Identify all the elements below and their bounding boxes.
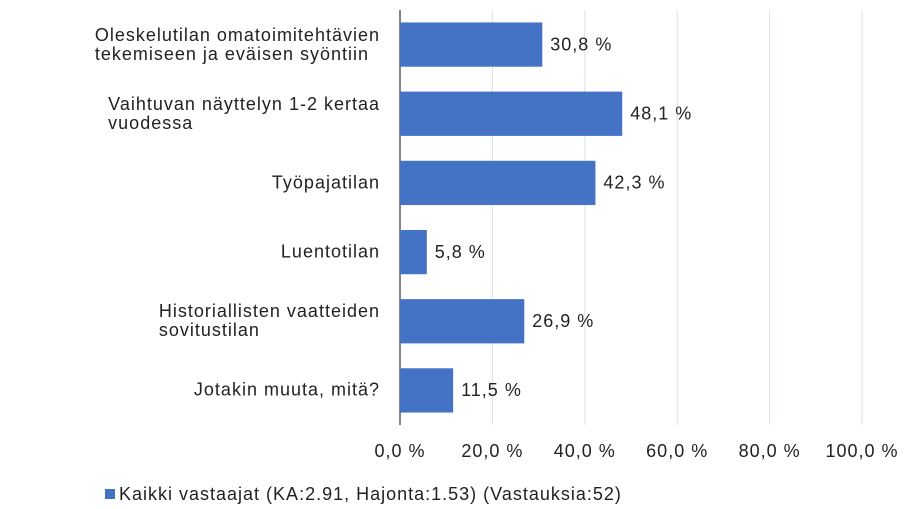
- x-tick-label: 60,0 %: [646, 441, 708, 461]
- value-label: 5,8 %: [435, 242, 486, 262]
- category-label: Historiallisten vaatteiden sovitustilan: [158, 301, 380, 341]
- bar: [400, 299, 525, 344]
- bar: [400, 22, 543, 67]
- value-label: 42,3 %: [603, 173, 665, 193]
- legend-label: Kaikki vastaajat (KA:2.91, Hajonta:1.53)…: [119, 484, 622, 504]
- x-tick-label: 40,0 %: [554, 441, 616, 461]
- value-label: 11,5 %: [461, 380, 522, 400]
- category-label: Työpajatilan: [271, 172, 380, 193]
- category-label: Luentotilan: [280, 241, 380, 262]
- x-tick-label: 20,0 %: [461, 441, 523, 461]
- x-tick-label: 80,0 %: [739, 441, 801, 461]
- bar: [400, 229, 427, 275]
- value-label: 30,8 %: [550, 34, 612, 54]
- legend-swatch: [105, 489, 115, 499]
- category-label: Jotakin muuta, mitä?: [193, 379, 380, 400]
- x-tick-label: 0,0 %: [374, 441, 425, 461]
- bar: [400, 91, 623, 136]
- value-label: 48,1 %: [630, 104, 692, 124]
- category-label: Vaihtuvan näyttelyn 1-2 kertaa vuodessa: [108, 93, 380, 133]
- bar: [400, 160, 596, 206]
- value-label: 26,9 %: [532, 311, 594, 331]
- category-label: Oleskelutilan omatoimitehtävien tekemise…: [94, 24, 380, 64]
- bar: [400, 368, 454, 413]
- x-tick-label: 100,0 %: [825, 441, 898, 461]
